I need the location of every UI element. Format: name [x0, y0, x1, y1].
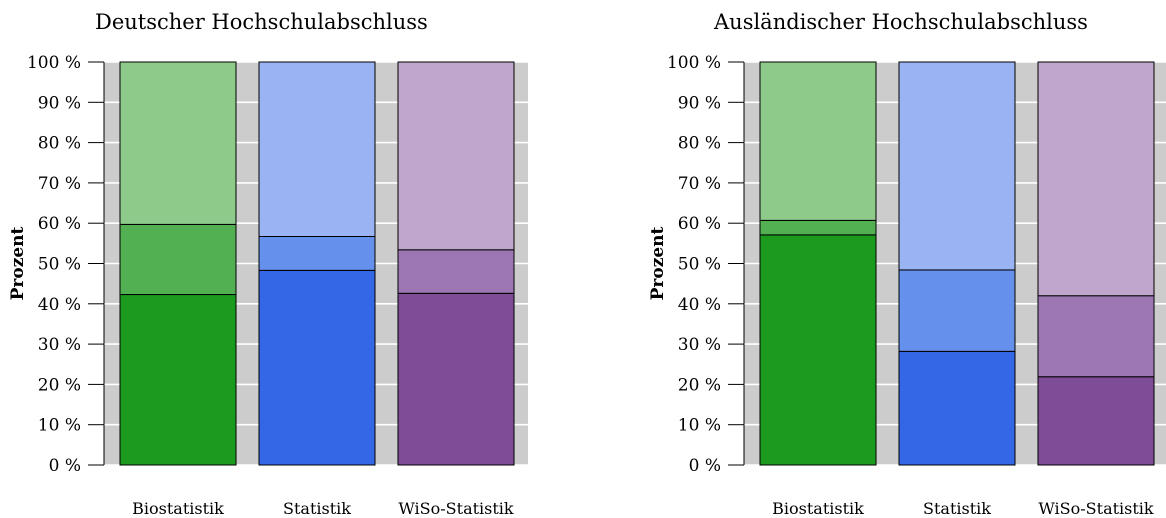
y-tick-label: 50 %: [678, 255, 721, 275]
y-tick-label: 60 %: [38, 214, 81, 234]
y-tick-label: 60 %: [678, 214, 721, 234]
x-tick-label: Statistik: [283, 499, 351, 518]
y-tick-label: 10 %: [38, 416, 81, 436]
x-tick-label: Biostatistik: [132, 499, 224, 518]
y-tick-label: 0 %: [49, 456, 81, 476]
y-tick-label: 80 %: [38, 134, 81, 154]
bar-segment: [1037, 376, 1155, 466]
y-axis-label: Prozent: [648, 226, 668, 300]
y-tick-label: 0 %: [689, 456, 721, 476]
y-tick-label: 40 %: [38, 295, 81, 315]
bar-segment: [397, 249, 515, 294]
chart-title: Deutscher Hochschulabschluss: [95, 10, 428, 34]
y-tick-label: 10 %: [678, 416, 721, 436]
x-tick-label: WiSo-Statistik: [398, 499, 514, 518]
bar-segment: [258, 61, 376, 237]
bar-segment: [898, 61, 1016, 271]
bar-segment: [898, 350, 1016, 466]
bar-segment: [258, 235, 376, 271]
y-tick-label: 70 %: [38, 174, 81, 194]
bar-segment: [119, 294, 237, 466]
stacked-bar-chart-foreign: 0 % 10 % 20 % 30 % 40 % 50 % 60 % 70 % 80 % 90 % 1…: [648, 53, 1166, 518]
bar-segment: [1037, 295, 1155, 378]
x-tick-label: WiSo-Statistik: [1038, 499, 1154, 518]
bar-segment: [759, 234, 877, 466]
bar-segment: [759, 61, 877, 221]
y-tick-label: 80 %: [678, 134, 721, 154]
x-tick-label: Statistik: [923, 499, 991, 518]
bar-segment: [898, 269, 1016, 352]
x-tick-label: Biostatistik: [772, 499, 864, 518]
y-tick-label: 20 %: [38, 375, 81, 395]
bar-segment: [397, 61, 515, 251]
y-tick-label: 100 %: [667, 53, 721, 73]
bar-segment: [258, 269, 376, 466]
y-tick-label: 90 %: [38, 93, 81, 113]
y-tick-label: 30 %: [38, 335, 81, 355]
y-tick-label: 30 %: [678, 335, 721, 355]
bar-segment: [759, 219, 877, 236]
bar-segment: [1037, 61, 1155, 297]
y-tick-label: 20 %: [678, 375, 721, 395]
bar-segment: [119, 61, 237, 225]
chart-panel-foreign: Ausländischer Hochschulabschluss 0 % 10 %…: [640, 0, 1166, 518]
y-tick-label: 100 %: [27, 53, 81, 73]
chart-title: Ausländischer Hochschulabschluss: [714, 10, 1088, 34]
bar-segment: [397, 292, 515, 466]
y-tick-label: 50 %: [38, 255, 81, 275]
stacked-bar-chart-german: 0 % 10 % 20 % 30 % 40 % 50 % 60 % 70 % 80 % 90 % 1…: [8, 53, 528, 518]
y-tick-label: 70 %: [678, 174, 721, 194]
y-tick-label: 90 %: [678, 93, 721, 113]
y-axis-label: Prozent: [8, 226, 28, 300]
y-tick-label: 40 %: [678, 295, 721, 315]
bar-segment: [119, 223, 237, 296]
chart-panel-german: Deutscher Hochschulabschluss 0 % 10 % 20 %…: [8, 10, 528, 518]
